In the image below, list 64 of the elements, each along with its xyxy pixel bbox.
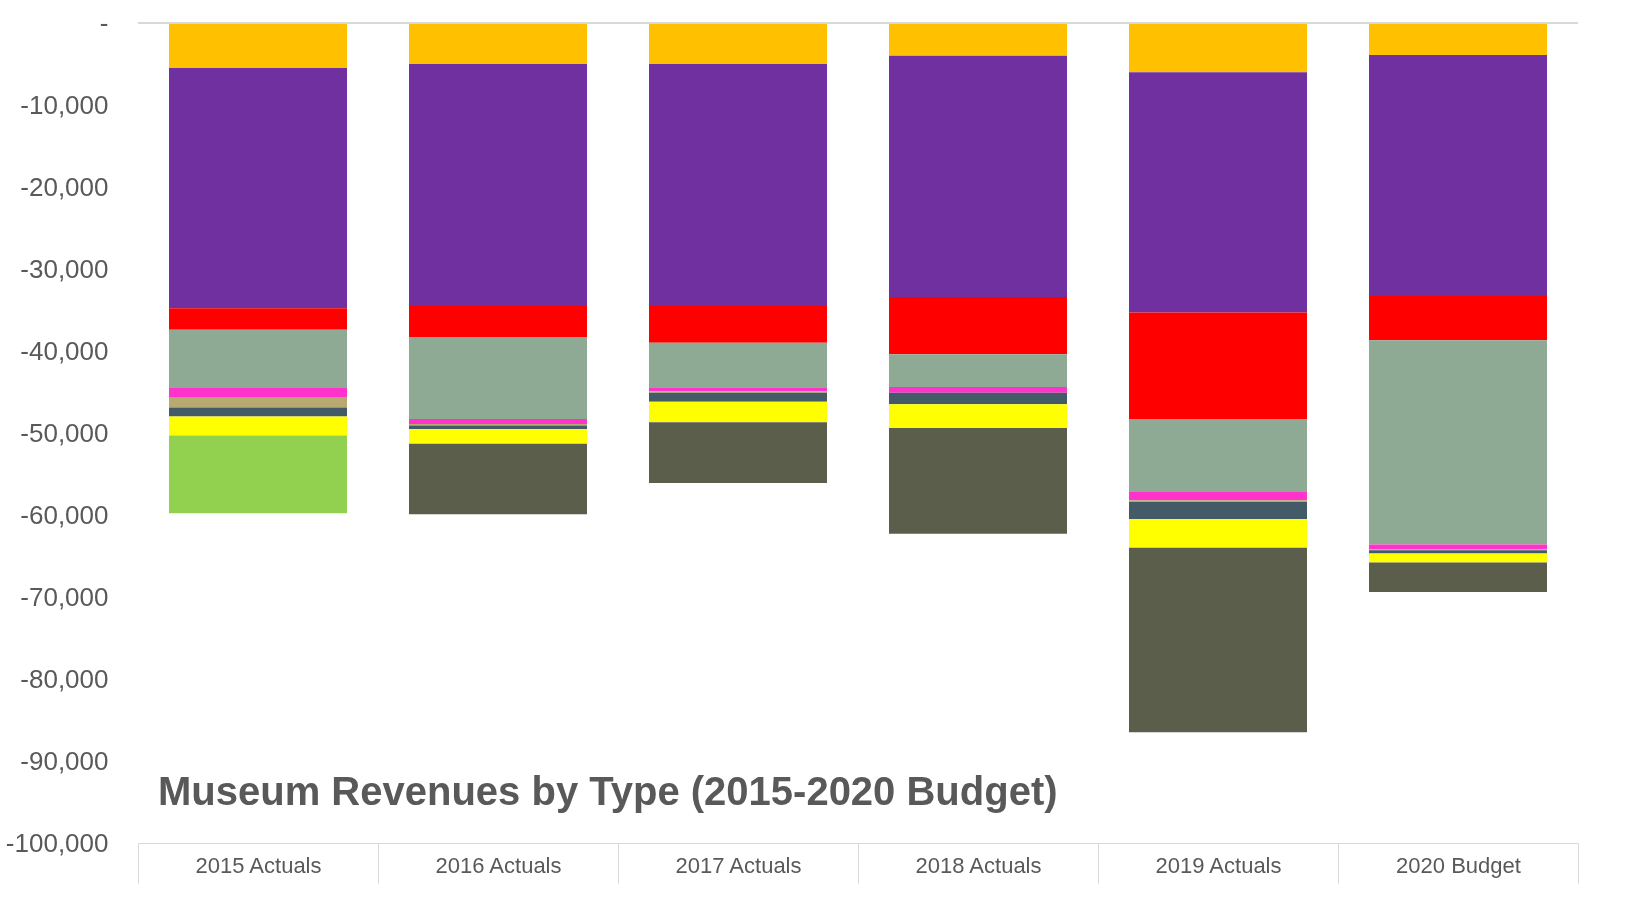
x-tick-label: 2016 Actuals — [435, 852, 562, 878]
bar — [1369, 54, 1547, 297]
y-tick-label: -30,000 — [20, 253, 109, 284]
bar — [649, 392, 827, 402]
bar — [889, 296, 1067, 355]
x-tick-label: 2015 Actuals — [195, 852, 322, 878]
bar — [649, 401, 827, 423]
bar — [1369, 340, 1547, 545]
y-tick-label: -100,000 — [5, 827, 109, 858]
bar — [169, 23, 347, 69]
bar — [889, 428, 1067, 534]
y-tick-label: -50,000 — [20, 417, 109, 448]
y-tick-label: - — [99, 7, 109, 38]
y-tick-label: -60,000 — [20, 499, 109, 530]
bar — [889, 55, 1067, 297]
bar — [409, 443, 587, 515]
bar — [649, 422, 827, 484]
bar — [169, 387, 347, 398]
text: Museum Revenues by Type (2015-2020 Budget) — [158, 769, 1058, 813]
bar — [1129, 519, 1307, 548]
bar — [1129, 312, 1307, 420]
bar — [649, 305, 827, 343]
bar — [649, 387, 827, 392]
bar — [409, 428, 587, 444]
bar — [889, 387, 1067, 393]
bar — [409, 23, 587, 64]
bar — [1129, 547, 1307, 733]
bar — [889, 404, 1067, 429]
bar — [889, 392, 1067, 405]
y-tick-label: -10,000 — [20, 89, 109, 120]
y-tick-label: -90,000 — [20, 745, 109, 776]
bar — [409, 419, 587, 424]
bar — [1129, 23, 1307, 73]
bar — [169, 329, 347, 388]
bar — [169, 397, 347, 408]
bar — [1129, 492, 1307, 501]
x-tick-label: 2020 Budget — [1396, 852, 1521, 878]
bar — [409, 64, 587, 306]
y-tick-label: -20,000 — [20, 171, 109, 202]
bar — [409, 337, 587, 420]
y-tick-label: -70,000 — [20, 581, 109, 612]
bar — [1129, 419, 1307, 493]
bar — [889, 23, 1067, 56]
bar — [169, 407, 347, 417]
bar — [169, 416, 347, 436]
bar — [1369, 562, 1547, 593]
bar — [169, 308, 347, 330]
x-tick-label: 2018 Actuals — [915, 852, 1042, 878]
bar — [649, 23, 827, 64]
x-tick-label: 2019 Actuals — [1155, 852, 1282, 878]
bar — [169, 68, 347, 309]
bar — [1129, 72, 1307, 313]
bar — [409, 305, 587, 338]
bar — [1129, 501, 1307, 520]
bar — [1369, 296, 1547, 341]
bar — [169, 435, 347, 514]
bar — [1369, 553, 1547, 563]
x-tick-label: 2017 Actuals — [675, 852, 802, 878]
y-tick-label: -80,000 — [20, 663, 109, 694]
bar — [649, 64, 827, 306]
bar — [1369, 23, 1547, 55]
y-tick-label: -40,000 — [20, 335, 109, 366]
bar — [889, 354, 1067, 388]
bar — [649, 342, 827, 388]
